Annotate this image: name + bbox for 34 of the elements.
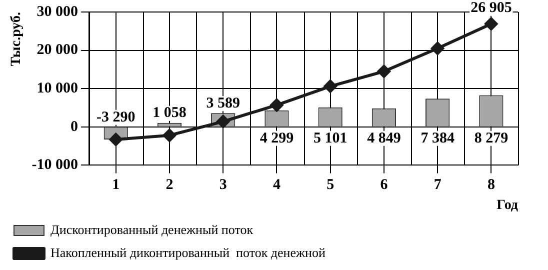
data-label: 8 279 bbox=[474, 130, 508, 146]
x-tick-label: 6 bbox=[380, 177, 388, 194]
x-tick-label: 2 bbox=[166, 177, 174, 194]
y-tick-label: 10 000 bbox=[36, 80, 78, 96]
point bbox=[162, 128, 176, 142]
y-tick-label: 30 000 bbox=[36, 4, 78, 20]
x-tick-label: 1 bbox=[112, 177, 120, 194]
legend-label: Накопленный диконтированный поток денежной bbox=[50, 244, 326, 260]
y-tick-label: 20 000 bbox=[36, 42, 78, 58]
x-tick-label: 7 bbox=[434, 177, 442, 194]
point bbox=[377, 64, 390, 78]
x-tick-label: 4 bbox=[272, 177, 281, 194]
legend-label: Дисконтированный денежный поток bbox=[50, 222, 254, 237]
point bbox=[484, 17, 498, 30]
data-label: 1 058 bbox=[152, 105, 186, 122]
x-tick-label: 8 bbox=[487, 177, 495, 194]
point bbox=[216, 115, 230, 128]
point bbox=[324, 80, 337, 93]
point bbox=[109, 133, 122, 146]
y-axis-title: Тыс.руб. bbox=[9, 12, 24, 66]
data-label: 26 905 bbox=[470, 0, 512, 16]
point bbox=[431, 42, 444, 55]
y-tick-label: -10 000 bbox=[32, 157, 78, 174]
x-axis-title: Год bbox=[496, 198, 518, 214]
data-label: 5 101 bbox=[313, 130, 348, 146]
point bbox=[270, 98, 284, 112]
data-label: 4 849 bbox=[367, 130, 401, 146]
y-tick-label: 0 bbox=[70, 118, 78, 135]
data-label: -3 290 bbox=[96, 109, 136, 126]
data-label: 4 299 bbox=[260, 130, 294, 146]
x-tick-label: 3 bbox=[219, 177, 227, 194]
data-label: 7 384 bbox=[420, 130, 455, 146]
data-label: 3 589 bbox=[206, 96, 240, 112]
x-tick-label: 5 bbox=[326, 177, 334, 194]
